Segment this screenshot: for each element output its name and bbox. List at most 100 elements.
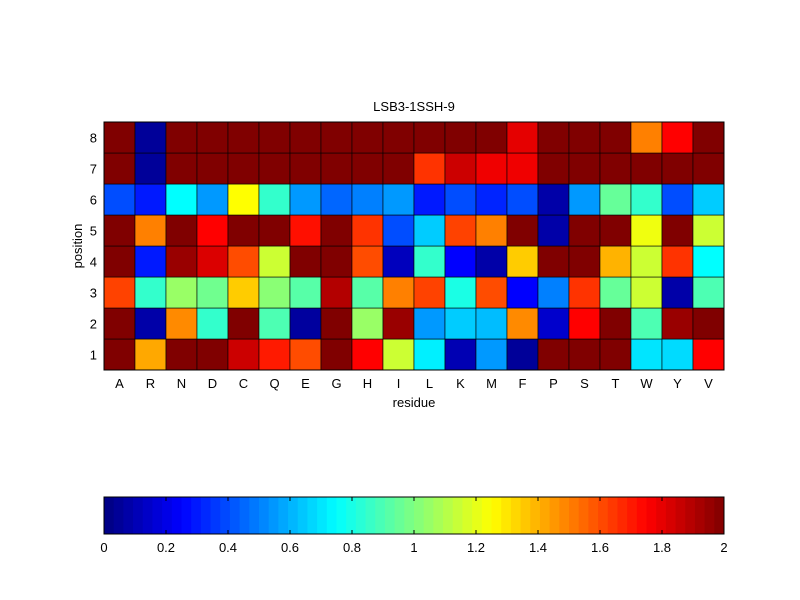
y-tick-label: 8 (90, 131, 97, 146)
heatmap-cell (506, 307, 539, 340)
y-tick-label: 3 (90, 286, 97, 301)
heatmap-cell (537, 214, 570, 247)
heatmap-cell (692, 245, 725, 278)
heatmap-cell (227, 121, 260, 154)
colorbar-band (704, 497, 715, 534)
colorbar-band (510, 497, 522, 534)
colorbar-tick-label: 1.6 (591, 540, 609, 555)
heatmap-cell (599, 307, 632, 340)
heatmap-cell (413, 276, 446, 309)
colorbar-band (491, 497, 502, 534)
heatmap-cell (134, 276, 167, 309)
colorbar-tick-label: 0.2 (157, 540, 175, 555)
colorbar-tick-label: 0.4 (219, 540, 237, 555)
colorbar-band (656, 497, 667, 534)
heatmap-cell (537, 183, 570, 216)
heatmap-cell (289, 152, 322, 185)
colorbar-band (142, 497, 153, 534)
heatmap-cell (599, 121, 632, 154)
colorbar-band (675, 497, 686, 534)
x-tick-label: Y (673, 376, 682, 391)
heatmap-cell (103, 245, 136, 278)
heatmap-cell (258, 307, 291, 340)
heatmap-cell (413, 245, 446, 278)
heatmap-cell (475, 276, 508, 309)
colorbar-band (569, 497, 580, 534)
colorbar-band (539, 497, 551, 534)
heatmap-cell (599, 214, 632, 247)
colorbar-band (414, 497, 425, 534)
heatmap-cell (630, 307, 663, 340)
x-tick-label: Q (269, 376, 279, 391)
heatmap-cell (661, 121, 694, 154)
x-tick-label: W (640, 376, 653, 391)
heatmap-cell (196, 214, 229, 247)
heatmap-cell (227, 214, 260, 247)
heatmap-cell (506, 183, 539, 216)
heatmap-cell (227, 183, 260, 216)
heatmap-cell (475, 121, 508, 154)
heatmap-cell (196, 183, 229, 216)
colorbar-band (355, 497, 367, 534)
heatmap-cell (320, 245, 353, 278)
heatmap-cell (134, 183, 167, 216)
heatmap-cell (444, 338, 477, 371)
heatmap-cell (351, 276, 384, 309)
heatmap-cell (661, 183, 694, 216)
colorbar-band (598, 497, 609, 534)
heatmap-cell (506, 245, 539, 278)
colorbar-tick-labels: 0 0.2 0.4 0.6 0.8 1 1.2 1.4 1.6 1.8 2 (100, 497, 728, 555)
colorbar-band (462, 497, 473, 534)
colorbar-tick-label: 1.8 (653, 540, 671, 555)
heatmap-cells (103, 121, 725, 371)
colorbar-band (549, 497, 560, 534)
heatmap-cell (661, 276, 694, 309)
heatmap-cell (692, 338, 725, 371)
heatmap-cell (351, 307, 384, 340)
heatmap-cell (413, 183, 446, 216)
x-tick-label: D (208, 376, 217, 391)
colorbar-band (588, 497, 599, 534)
heatmap-cell (568, 307, 601, 340)
heatmap-cell (630, 152, 663, 185)
colorbar-band (365, 497, 376, 534)
heatmap-cell (661, 307, 694, 340)
heatmap-cell (537, 121, 570, 154)
heatmap-cell (320, 307, 353, 340)
heatmap-cell (382, 152, 415, 185)
heatmap-cell (320, 183, 353, 216)
colorbar-band (317, 497, 328, 534)
colorbar-band (249, 497, 260, 534)
heatmap-cell (320, 276, 353, 309)
x-tick-label: E (301, 376, 310, 391)
colorbar-band (384, 497, 396, 534)
heatmap-cell (568, 183, 601, 216)
colorbar-band (404, 497, 415, 534)
colorbar-band (452, 497, 463, 534)
heatmap-cell (134, 152, 167, 185)
colorbar-band (133, 497, 144, 534)
y-tick-label: 7 (90, 162, 97, 177)
heatmap-cell (661, 245, 694, 278)
heatmap-cell (506, 338, 539, 371)
colorbar-tick-label: 1.4 (529, 540, 547, 555)
colorbar-band (152, 497, 163, 534)
heatmap-cell (382, 121, 415, 154)
heatmap-cell (630, 338, 663, 371)
heatmap-cell (196, 121, 229, 154)
y-tick-label: 5 (90, 224, 97, 239)
colorbar-band (481, 497, 492, 534)
heatmap-cell (103, 214, 136, 247)
colorbar-band (200, 497, 212, 534)
x-tick-label: K (456, 376, 465, 391)
heatmap-cell (258, 338, 291, 371)
heatmap-cell (196, 307, 229, 340)
heatmap-cell (599, 152, 632, 185)
colorbar-band (297, 497, 308, 534)
heatmap-cell (444, 152, 477, 185)
heatmap-cell (692, 121, 725, 154)
heatmap-cell (289, 245, 322, 278)
colorbar-band (326, 497, 337, 534)
heatmap-cell (165, 245, 198, 278)
